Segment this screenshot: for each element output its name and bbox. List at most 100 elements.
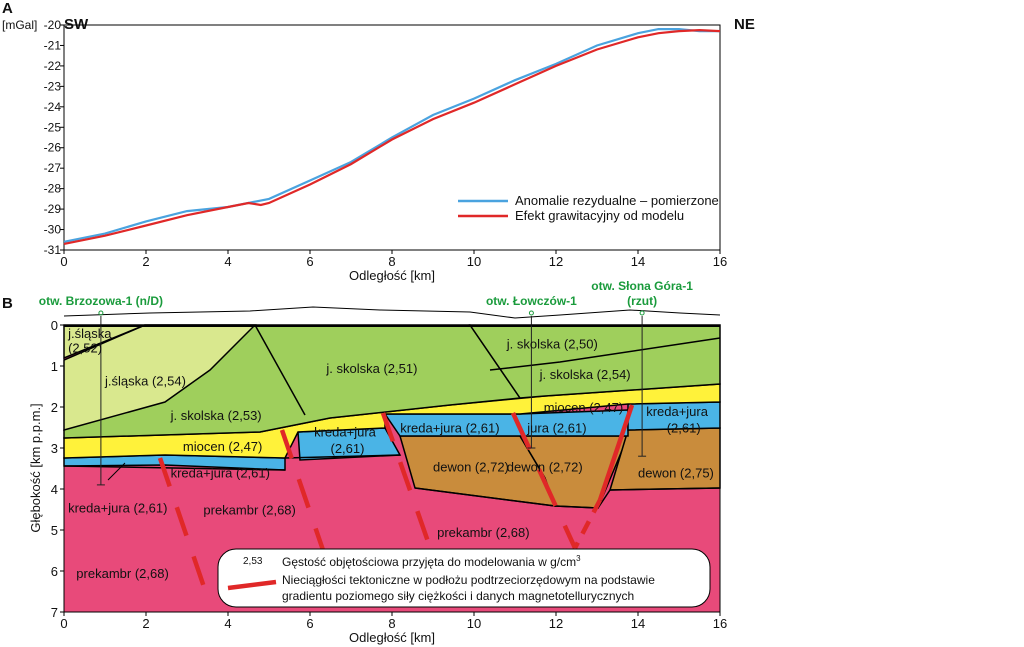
unit-label: dewon (2,72) — [433, 459, 509, 474]
panel-a-unit: [mGal] — [2, 18, 37, 32]
panel-b-xtick-label: 4 — [224, 616, 231, 631]
legend-fault-swatch — [227, 579, 277, 591]
panel-a-ytick-label: -31 — [44, 243, 62, 257]
legend-fault-text-1: Nieciągłości tektoniczne w podłożu podtr… — [282, 573, 655, 587]
unit-label: kreda+jura (2,61) — [68, 500, 167, 515]
well-symbol — [98, 310, 104, 316]
unit-label: j.śląska — [67, 326, 112, 341]
well-symbol — [639, 310, 645, 316]
faults — [157, 404, 635, 595]
fault-5-dashed — [573, 498, 602, 550]
unit-label: j. skolska (2,50) — [506, 336, 598, 351]
panel-b-xtick-label: 8 — [388, 616, 395, 631]
panel-a-xtick-label: 0 — [60, 254, 67, 269]
legend-density-text: Gęstość objętościowa przyjęta do modelow… — [282, 554, 581, 569]
unit-label: miocen (2,47) — [544, 400, 623, 415]
contact-line-4 — [284, 454, 401, 459]
panel-a-ytick-label: -23 — [44, 79, 62, 93]
panel-b-xtick-label: 0 — [60, 616, 67, 631]
panel-b-xtick-label: 10 — [467, 616, 481, 631]
panel-b-xtick-label: 12 — [549, 616, 563, 631]
panel-b-geologic-model: B — [2, 279, 727, 645]
panel-a-ytick-label: -27 — [44, 161, 62, 175]
fault-3 — [380, 412, 435, 554]
unit-label: dewon (2,75) — [638, 466, 714, 481]
fault-4 — [510, 412, 578, 549]
panel-b-ytick-label: 3 — [51, 441, 58, 456]
panel-b-ytick-label: 1 — [51, 359, 58, 374]
panel-b-legend: 2,53 Gęstość objętościowa przyjęta do mo… — [217, 548, 711, 608]
wells: otw. Brzozowa-1 (n/D) otw. Łowczów-1 otw. … — [39, 279, 693, 486]
panel-b-ytick-label: 0 — [51, 318, 58, 333]
unit-label: (2,61) — [331, 441, 365, 456]
unit-label: kreda+jura — [646, 404, 709, 419]
unit-label: kreda+jura — [314, 425, 377, 440]
panel-b-xtick-label: 16 — [713, 616, 727, 631]
contact-line-1 — [254, 324, 306, 416]
panel-a-ytick-label: -24 — [44, 100, 62, 114]
panel-a-xtick-label: 6 — [306, 254, 313, 269]
panel-a-xtick-label: 14 — [631, 254, 645, 269]
panel-a-letter: A — [2, 0, 13, 17]
well-name: otw. Łowczów-1 — [486, 294, 577, 308]
panel-a-xtick-label: 4 — [224, 254, 231, 269]
label-pointer — [107, 462, 126, 481]
panel-a-xtick-label: 2 — [142, 254, 149, 269]
panel-a-xtick-label: 16 — [713, 254, 727, 269]
well-name: otw. Słona Góra-1 — [591, 279, 693, 293]
panel-b-xlabel: Odległość [km] — [349, 630, 435, 645]
unit-label: j.śląska (2,54) — [104, 373, 186, 388]
panel-a-axes: 0 2 4 6 8 10 12 14 16 -20 -21 -22 -23 -24 -25 -26 -27 -28… — [44, 18, 728, 269]
unit-label: (2,52) — [68, 341, 102, 356]
unit-label: kreda+jura (2,61) — [171, 466, 270, 481]
surface-line — [64, 325, 720, 327]
panel-a-xtick-label: 8 — [388, 254, 395, 269]
unit-label: (2,61) — [667, 421, 701, 436]
panel-b-letter: B — [2, 295, 13, 312]
unit-label: prekambr (2,68) — [437, 525, 529, 540]
legend-label-model: Efekt grawitacyjny od modelu — [515, 208, 684, 223]
unit-label: prekambr (2,68) — [76, 566, 168, 581]
legend-density-sup: 3 — [576, 554, 581, 563]
panel-b-ytick-label: 5 — [51, 523, 58, 538]
unit-label: jura (2,61) — [526, 421, 586, 436]
panel-b-ytick-label: 6 — [51, 564, 58, 579]
legend-fault-text-2: gradientu poziomego siły ciężkości i dan… — [282, 589, 634, 603]
panel-a-ytick-label: -28 — [44, 182, 62, 196]
panel-a-legend: Anomalie rezydualne – pomierzone Efekt g… — [458, 193, 719, 223]
panel-a-ytick-label: -29 — [44, 202, 62, 216]
panel-b-xtick-label: 6 — [306, 616, 313, 631]
panel-a-ytick-label: -26 — [44, 141, 62, 155]
unit-labels: j.śląska(2,52) j.śląska (2,54) j. skolska … — [67, 326, 714, 581]
panel-a-gravity-chart: A [mGal] SW NE 0 2 4 6 8 10 12 14 16-20-21-22-23… — [2, 0, 755, 283]
contact-line-2 — [489, 337, 721, 371]
panel-a-ytick-label: -30 — [44, 223, 62, 237]
unit-label: dewon (2,72) — [507, 459, 583, 474]
well-name: otw. Brzozowa-1 (n/D) — [39, 294, 163, 308]
panel-b-ylabel: Głębokość [km p.p.m.] — [28, 403, 43, 532]
panel-a-ytick-label: -20 — [44, 18, 62, 32]
unit-label: prekambr (2,68) — [203, 503, 295, 518]
series-line-0 — [63, 28, 720, 243]
topography-line — [63, 306, 721, 319]
panel-b-xtick-label: 14 — [631, 616, 645, 631]
fault-2 — [279, 429, 341, 595]
panel-a-xtick-label: 10 — [467, 254, 481, 269]
fault-5 — [597, 404, 635, 501]
legend-density-main: Gęstość objętościowa przyjęta do modelow… — [282, 555, 576, 569]
panel-a-xlabel: Odległość [km] — [349, 268, 435, 283]
unit-label: j. skolska (2,54) — [539, 367, 631, 382]
direction-ne: NE — [734, 16, 755, 33]
panel-a-series — [63, 28, 721, 245]
panel-b-legend-box — [217, 548, 711, 608]
well-name-note: (rzut) — [627, 294, 657, 308]
legend-density-sample: 2,53 — [243, 556, 263, 567]
panel-b-xtick-label: 2 — [142, 616, 149, 631]
unit-label: j. skolska (2,51) — [325, 361, 417, 376]
panel-a-ytick-label: -21 — [44, 38, 62, 52]
legend-label-measured: Anomalie rezydualne – pomierzone — [515, 193, 719, 208]
well-symbol — [528, 310, 534, 316]
panel-a-ytick-label: -25 — [44, 120, 62, 134]
